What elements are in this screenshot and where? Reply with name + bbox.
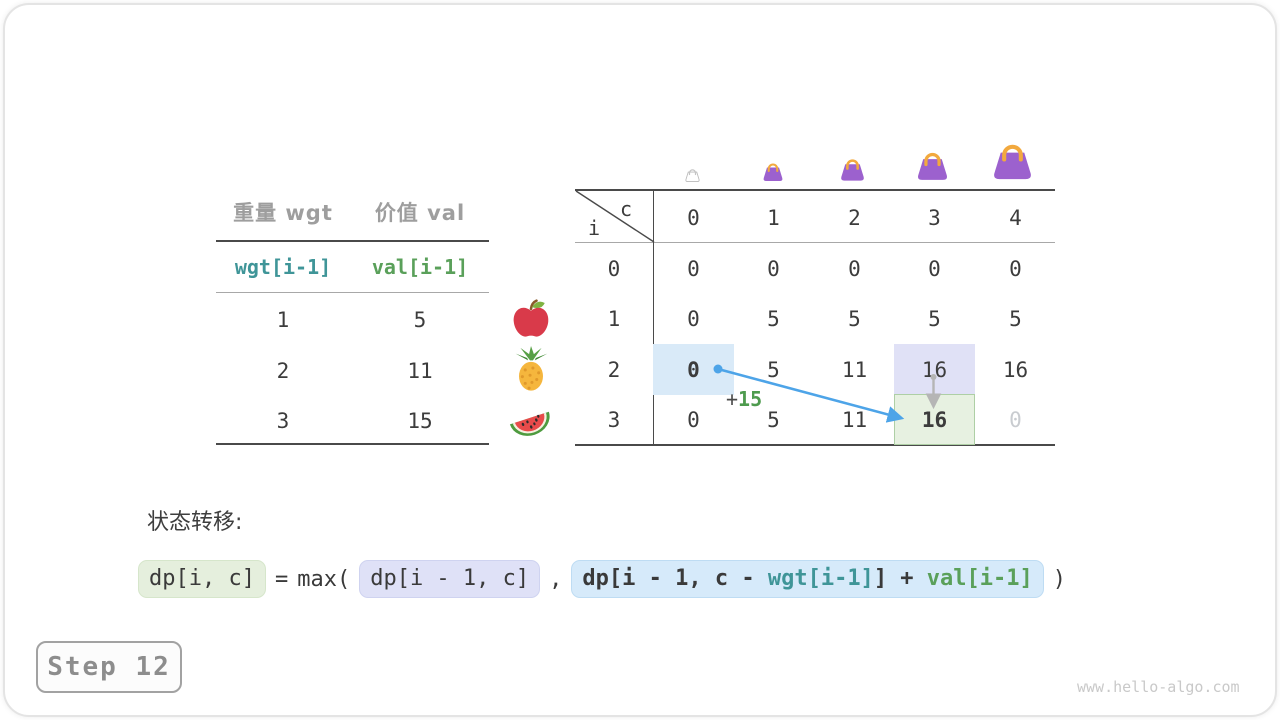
- item-3-value: 15: [407, 409, 433, 433]
- bag-icon-1: [761, 159, 785, 187]
- items-table-wgt-index: wgt[i-1]: [234, 255, 332, 279]
- bag-icon-3: [914, 146, 951, 187]
- dp-corner-diagonal: [575, 190, 655, 243]
- formula-option2-middle: ] +: [873, 566, 927, 591]
- dp-row-header-3: 3: [607, 407, 621, 432]
- dp-col-header-4: 4: [1009, 205, 1022, 230]
- bag-icon-2: [838, 154, 867, 187]
- bag-outline-icon: [684, 166, 701, 187]
- dp-cell-3-4: 0: [1009, 407, 1022, 432]
- dp-corner-col-label: c: [620, 197, 633, 221]
- dp-cell-2-0: 0: [687, 357, 700, 382]
- dp-corner-row-label: i: [588, 216, 601, 240]
- formula-equals: =: [274, 566, 289, 592]
- plus-sign: +: [726, 387, 739, 411]
- formula-close-paren: ): [1052, 566, 1067, 592]
- bag-icon-4: [989, 136, 1036, 187]
- formula-option1-box: dp[i - 1, c]: [359, 560, 541, 599]
- dp-cell-1-4: 5: [1009, 306, 1022, 331]
- formula-option2-val: val[i-1]: [926, 566, 1033, 591]
- dp-table-rule-header: [575, 242, 1055, 243]
- dp-col-header-1: 1: [767, 205, 780, 230]
- dp-col-header-3: 3: [928, 205, 941, 230]
- dp-cell-3-0: 0: [687, 407, 700, 432]
- dp-cell-3-2: 11: [841, 407, 868, 432]
- watermark: www.hello-algo.com: [1077, 678, 1240, 696]
- items-table-rule-top: [216, 240, 489, 242]
- items-table-rule-mid: [216, 292, 489, 293]
- formula-option2-prefix: dp[i - 1, c -: [582, 566, 768, 591]
- items-table-header-weight: 重量 wgt: [233, 201, 333, 225]
- dp-cell-2-3: 16: [921, 357, 948, 382]
- formula-max-open: max(: [297, 566, 351, 592]
- dp-cell-0-2: 0: [848, 256, 861, 281]
- dp-cell-0-1: 0: [767, 256, 780, 281]
- dp-cell-2-2: 11: [841, 357, 868, 382]
- apple-icon: [509, 297, 553, 345]
- dp-col-header-0: 0: [687, 205, 700, 230]
- item-2-weight: 2: [276, 359, 290, 383]
- item-1-weight: 1: [276, 308, 290, 332]
- dp-row-header-0: 0: [607, 256, 621, 281]
- dp-cell-0-0: 0: [687, 256, 700, 281]
- item-2-value: 11: [407, 359, 433, 383]
- items-table-rule-bottom: [216, 443, 489, 445]
- dp-cell-1-0: 0: [687, 306, 700, 331]
- plus-amount: 15: [738, 387, 763, 411]
- formula-comma: ,: [549, 566, 563, 592]
- item-1-value: 5: [413, 308, 427, 332]
- dp-row-header-1: 1: [607, 306, 621, 331]
- dp-cell-1-3: 5: [928, 306, 941, 331]
- dp-cell-2-4: 16: [1002, 357, 1029, 382]
- dp-row-header-2: 2: [607, 357, 621, 382]
- dp-table-rule-top: [575, 189, 1055, 191]
- dp-table-rule-vertical: [653, 190, 654, 445]
- items-table-header-value: 价值 val: [374, 201, 466, 225]
- state-transition-label: 状态转移:: [147, 510, 243, 535]
- dp-cell-1-1: 5: [767, 306, 780, 331]
- step-badge: Step 12: [36, 641, 182, 693]
- dp-col-header-2: 2: [848, 205, 861, 230]
- items-table-val-index: val[i-1]: [371, 255, 469, 279]
- state-transition-formula: dp[i, c] = max( dp[i - 1, c] , dp[i - 1,…: [138, 560, 1067, 599]
- formula-option2-wgt: wgt[i-1]: [767, 566, 874, 591]
- dp-cell-1-2: 5: [848, 306, 861, 331]
- dp-cell-3-3: 16: [921, 407, 948, 432]
- item-3-weight: 3: [276, 409, 290, 433]
- dp-table-rule-bottom: [575, 444, 1055, 446]
- formula-lhs-box: dp[i, c]: [138, 560, 266, 599]
- plus-value-annotation: +15: [726, 387, 762, 411]
- dp-cell-0-4: 0: [1009, 256, 1022, 281]
- dp-cell-0-3: 0: [928, 256, 941, 281]
- formula-option2-box: dp[i - 1, c - wgt[i-1]] + val[i-1]: [571, 560, 1044, 599]
- pineapple-icon: [508, 345, 554, 397]
- watermelon-icon: [506, 394, 554, 446]
